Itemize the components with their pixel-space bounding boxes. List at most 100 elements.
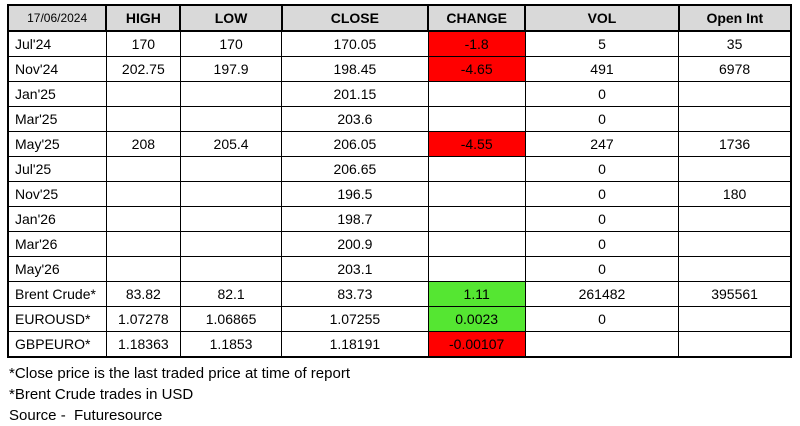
table-row: Mar'25 203.6 0 <box>7 106 792 132</box>
cell-change <box>427 206 526 232</box>
table-row: Jan'26 198.7 0 <box>7 206 792 232</box>
table-row: Mar'26 200.9 0 <box>7 231 792 257</box>
table-row: Jan'25 201.15 0 <box>7 81 792 107</box>
cell-low: 205.4 <box>179 131 283 157</box>
cell-high: 170 <box>105 30 181 57</box>
cell-high <box>105 181 181 207</box>
cell-open-int: 180 <box>678 181 792 207</box>
cell-change: -1.8 <box>427 30 526 57</box>
header-row: 17/06/2024 HIGH LOW CLOSE CHANGE VOL Ope… <box>6 4 793 32</box>
cell-close: 206.05 <box>281 131 429 157</box>
cell-close: 1.07255 <box>281 306 429 332</box>
cell-vol: 0 <box>524 106 680 132</box>
table-row: Nov'24 202.75 197.9 198.45 -4.65 491 6978 <box>7 56 792 82</box>
cell-high: 1.18363 <box>105 331 181 358</box>
cell-open-int <box>678 256 792 282</box>
footnote-brent-usd: *Brent Crude trades in USD <box>9 386 194 403</box>
footnotes: *Close price is the last traded price at… <box>7 363 793 426</box>
cell-vol: 261482 <box>524 281 680 307</box>
table-body: Jul'24 170 170 170.05 -1.8 5 35 Nov'24 202.75 197… <box>7 30 792 358</box>
cell-vol: 0 <box>524 81 680 107</box>
cell-close: 206.65 <box>281 156 429 182</box>
cell-change: 1.11 <box>427 281 526 307</box>
cell-vol: 0 <box>524 306 680 332</box>
cell-change <box>427 106 526 132</box>
cell-high <box>105 106 181 132</box>
cell-close: 201.15 <box>281 81 429 107</box>
cell-high: 1.07278 <box>105 306 181 332</box>
cell-low <box>179 81 283 107</box>
cell-open-int <box>678 156 792 182</box>
cell-high: 202.75 <box>105 56 181 82</box>
cell-vol: 0 <box>524 206 680 232</box>
cell-low <box>179 256 283 282</box>
cell-vol: 0 <box>524 181 680 207</box>
cell-close: 203.1 <box>281 256 429 282</box>
table-row: Brent Crude* 83.82 82.1 83.73 1.11 261482 3955… <box>7 281 792 307</box>
cell-low <box>179 231 283 257</box>
table-row: Jul'24 170 170 170.05 -1.8 5 35 <box>7 30 792 57</box>
cell-low <box>179 206 283 232</box>
report-date: 17/06/2024 <box>6 4 108 32</box>
cell-vol: 247 <box>524 131 680 157</box>
cell-high <box>105 256 181 282</box>
cell-close: 1.18191 <box>281 331 429 358</box>
cell-high <box>105 156 181 182</box>
cell-low <box>179 106 283 132</box>
cell-change: -4.65 <box>427 56 526 82</box>
table-row: GBPEURO* 1.18363 1.1853 1.18191 -0.00107 <box>7 331 792 358</box>
cell-change <box>427 231 526 257</box>
cell-label: May'26 <box>7 256 107 282</box>
cell-open-int <box>678 206 792 232</box>
cell-label: EUROUSD* <box>7 306 107 332</box>
cell-low: 82.1 <box>179 281 283 307</box>
table-row: Nov'25 196.5 0 180 <box>7 181 792 207</box>
cell-open-int <box>678 231 792 257</box>
cell-label: May'25 <box>7 131 107 157</box>
cell-label: Mar'26 <box>7 231 107 257</box>
cell-open-int: 1736 <box>678 131 792 157</box>
cell-vol <box>524 331 680 358</box>
cell-open-int <box>678 331 792 358</box>
cell-vol: 0 <box>524 231 680 257</box>
cell-low: 1.06865 <box>179 306 283 332</box>
cell-change: -4.55 <box>427 131 526 157</box>
cell-open-int: 395561 <box>678 281 792 307</box>
cell-label: Nov'25 <box>7 181 107 207</box>
cell-high <box>105 81 181 107</box>
table-row: Jul'25 206.65 0 <box>7 156 792 182</box>
cell-low <box>179 156 283 182</box>
cell-label: Jul'25 <box>7 156 107 182</box>
cell-open-int <box>678 81 792 107</box>
cell-high <box>105 206 181 232</box>
cell-label: Brent Crude* <box>7 281 107 307</box>
cell-label: Mar'25 <box>7 106 107 132</box>
cell-change <box>427 156 526 182</box>
cell-change: -0.00107 <box>427 331 526 358</box>
cell-change <box>427 181 526 207</box>
cell-label: Jan'25 <box>7 81 107 107</box>
header-vol: VOL <box>524 4 680 32</box>
cell-high <box>105 231 181 257</box>
cell-vol: 491 <box>524 56 680 82</box>
cell-change: 0.0023 <box>427 306 526 332</box>
cell-low: 1.1853 <box>179 331 283 358</box>
cell-close: 200.9 <box>281 231 429 257</box>
cell-open-int: 35 <box>678 30 792 57</box>
cell-close: 198.45 <box>281 56 429 82</box>
header-open-int: Open Int <box>677 4 793 32</box>
header-close: CLOSE <box>280 4 430 32</box>
cell-vol: 0 <box>524 256 680 282</box>
table-row: May'26 203.1 0 <box>7 256 792 282</box>
cell-high: 208 <box>105 131 181 157</box>
cell-close: 203.6 <box>281 106 429 132</box>
cell-low <box>179 181 283 207</box>
cell-high: 83.82 <box>105 281 181 307</box>
header-low: LOW <box>179 4 283 32</box>
cell-open-int <box>678 306 792 332</box>
cell-close: 196.5 <box>281 181 429 207</box>
footnote-source: Source - Futuresource <box>9 407 163 424</box>
cell-label: Jan'26 <box>7 206 107 232</box>
cell-open-int: 6978 <box>678 56 792 82</box>
